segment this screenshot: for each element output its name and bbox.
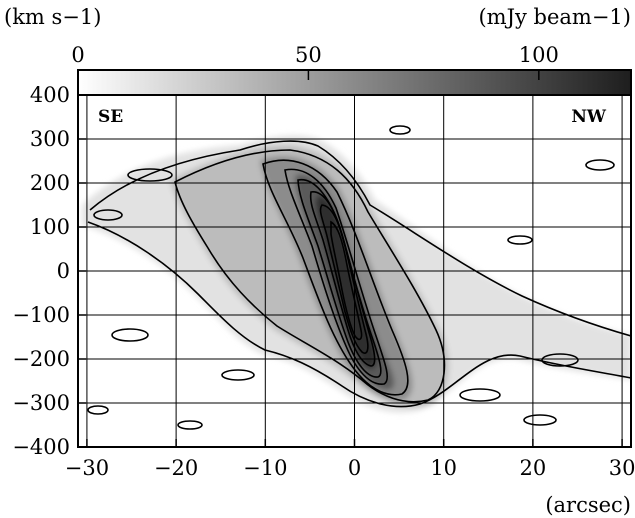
colorbar-gradient (77, 69, 632, 96)
grid-lines (78, 95, 631, 447)
colorbar-unit-label: (mJy beam−1) (478, 5, 631, 29)
contour-blob (111, 328, 149, 342)
contour-blob (507, 235, 533, 245)
y-tick-label: −400 (12, 435, 70, 459)
plot-area (78, 95, 631, 447)
emission-contours (87, 125, 631, 430)
y-axis-unit-label: (km s−1) (4, 5, 101, 29)
y-tick-label: −100 (12, 303, 70, 327)
colorbar-tick-label: 100 (519, 43, 559, 67)
y-tick-label: 400 (30, 83, 70, 107)
contour-level-8 (330, 220, 363, 341)
contour-blob (389, 125, 411, 135)
x-axis-unit-label: (arcsec) (545, 493, 631, 517)
contour-blob (459, 388, 501, 402)
contour-blob (585, 159, 615, 171)
colorbar-tick-label: 0 (71, 43, 84, 67)
contour-blob (523, 414, 557, 426)
contour-level-7 (319, 204, 369, 354)
y-tick-label: 100 (30, 215, 70, 239)
contour-level-3 (262, 159, 409, 396)
contour-level-2 (174, 149, 446, 403)
colorbar-ticks: 0 50 100 (71, 43, 559, 80)
y-tick-label: −200 (12, 347, 70, 371)
colorbar-tick-label: 50 (295, 43, 322, 67)
contour-blob (541, 353, 579, 367)
contour-blob (93, 209, 123, 221)
x-tick-label: 30 (609, 456, 635, 480)
x-tick-label: −30 (65, 456, 109, 480)
contour-blob (221, 369, 255, 381)
x-tick-label: 0 (348, 456, 361, 480)
x-tick-label: −20 (154, 456, 198, 480)
annotation-se: SE (98, 107, 123, 127)
colorbar: 0 50 100 (71, 43, 632, 96)
y-tick-label: 200 (30, 171, 70, 195)
x-tick-label: 10 (430, 456, 457, 480)
contour-blob (127, 168, 173, 182)
x-axis: −30 −20 −10 0 10 20 30 (65, 439, 635, 480)
contour-level-4 (284, 168, 389, 385)
y-axis: 400 300 200 100 0 −100 −200 −300 −400 (12, 83, 86, 459)
x-tick-label: −10 (243, 456, 287, 480)
y-tick-label: 0 (57, 259, 70, 283)
annotation-nw: NW (571, 107, 607, 127)
contour-blob (87, 405, 109, 415)
y-tick-label: 300 (30, 127, 70, 151)
contour-level-1b (87, 221, 631, 408)
y-tick-label: −300 (12, 391, 70, 415)
x-tick-label: 20 (520, 456, 547, 480)
contour-blob (177, 420, 203, 430)
